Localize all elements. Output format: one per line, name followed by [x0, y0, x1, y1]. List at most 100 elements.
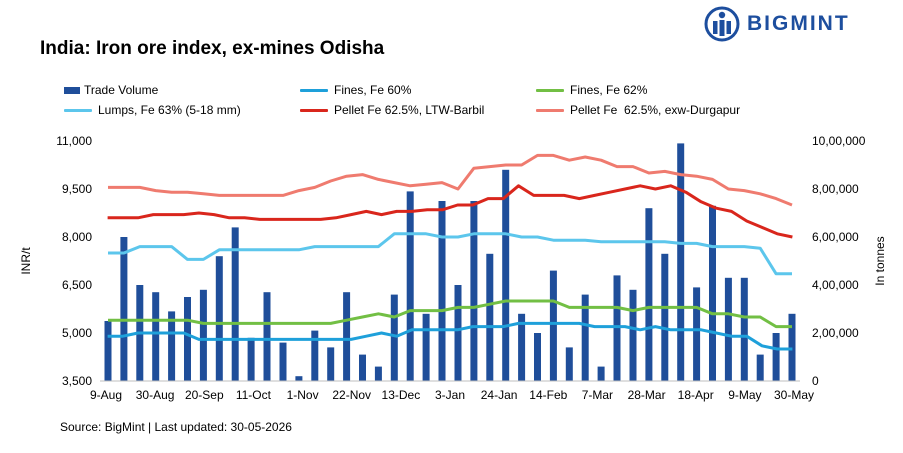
x-tick-label: 28-Mar: [628, 388, 666, 402]
trade-volume-bar: [359, 354, 366, 381]
x-tick-label: 24-Jan: [481, 388, 518, 402]
legend-item-fines-62: Fines, Fe 62%: [536, 83, 647, 97]
legend-item-pellet-durgapur: Pellet Fe 62.5%, exw-Durgapur: [536, 103, 740, 117]
trade-volume-bar: [613, 275, 621, 381]
trade-volume-bar: [199, 289, 207, 381]
series-line-4: [107, 184, 793, 239]
trade-volume-bar: [549, 270, 557, 381]
x-tick-label: 9-May: [728, 388, 761, 402]
legend-label: Trade Volume: [84, 83, 159, 97]
trade-volume-bar: [374, 366, 382, 381]
trade-volume-bar: [565, 347, 573, 381]
legend-item-lumps: Lumps, Fe 63% (5-18 mm): [64, 103, 241, 117]
x-tick-label: 14-Feb: [529, 388, 567, 402]
x-tick-label: 30-Aug: [136, 388, 175, 402]
x-tick-label: 20-Sep: [185, 388, 224, 402]
y-right-tick-label: 8,00,000: [812, 182, 859, 196]
y-right-tick-label: 2,00,000: [812, 326, 859, 340]
source-note: Source: BigMint | Last updated: 30-05-20…: [60, 420, 292, 434]
x-tick-label: 18-Apr: [678, 388, 714, 402]
y-right-axis-label: In tonnes: [873, 236, 887, 285]
trade-volume-bar: [120, 237, 128, 381]
x-tick-label: 9-Aug: [90, 388, 122, 402]
legend-swatch: [300, 108, 328, 112]
series-line-5: [108, 153, 793, 207]
x-tick-label: 30-May: [774, 388, 814, 402]
trade-volume-bar: [343, 292, 351, 381]
trade-volume-bar: [279, 342, 287, 381]
trade-volume-bar: [311, 330, 319, 381]
legend-swatch: [64, 108, 92, 112]
brand-name: BIGMINT: [747, 12, 850, 35]
trade-volume-bar: [327, 347, 335, 381]
legend-item-pellet-barbil: Pellet Fe 62.5%, LTW-Barbil: [300, 103, 484, 117]
trade-volume-bar: [263, 292, 271, 381]
legend-item-fines-60: Fines, Fe 60%: [300, 83, 411, 97]
x-tick-label: 13-Dec: [382, 388, 421, 402]
trade-volume-bar: [581, 294, 589, 381]
trade-volume-bar: [518, 313, 526, 381]
legend-label: Fines, Fe 60%: [334, 83, 412, 97]
x-tick-label: 1-Nov: [287, 388, 319, 402]
legend-item-trade-volume: Trade Volume: [64, 83, 158, 97]
series-line-1: [107, 321, 793, 351]
legend-label: Pellet Fe 62.5%, LTW-Barbil: [334, 103, 485, 117]
legend-swatch: [536, 88, 564, 92]
trade-volume-bar: [724, 277, 732, 381]
trade-volume-bar: [597, 366, 605, 381]
y-left-tick-label: 5,000: [62, 326, 92, 340]
trade-volume-bar: [740, 277, 748, 381]
trade-volume-bar: [693, 287, 701, 381]
trade-volume-bar: [184, 297, 191, 381]
y-right-tick-label: 4,00,000: [812, 278, 859, 292]
trade-volume-bar: [534, 333, 541, 381]
y-left-tick-label: 9,500: [62, 182, 92, 196]
trade-volume-bar: [168, 311, 176, 381]
trade-volume-bar: [645, 208, 653, 381]
y-left-tick-label: 3,500: [62, 374, 92, 388]
series-line-3: [108, 232, 792, 276]
chart-title: India: Iron ore index, ex-mines Odisha: [40, 38, 385, 59]
legend-swatch: [536, 108, 564, 112]
y-right-tick-label: 0: [812, 374, 819, 388]
trade-volume-bar: [406, 191, 414, 381]
y-left-tick-label: 6,500: [62, 278, 92, 292]
x-tick-label: 22-Nov: [332, 388, 371, 402]
trade-volume-bar: [677, 143, 685, 381]
trade-volume-bar: [661, 253, 669, 381]
x-tick-label: 11-Oct: [236, 388, 272, 402]
y-right-tick-label: 10,00,000: [812, 134, 866, 148]
legend-swatch: [64, 86, 80, 94]
trade-volume-bar: [390, 294, 398, 381]
series-line-2: [108, 299, 792, 329]
trade-volume-bar: [470, 201, 478, 381]
trade-volume-bar: [215, 256, 223, 381]
x-tick-label: 3-Jan: [435, 388, 465, 402]
trade-volume-bar: [231, 227, 239, 381]
x-tick-label: 7-Mar: [582, 388, 613, 402]
trade-volume-bar: [104, 321, 112, 381]
trade-volume-bar: [454, 285, 462, 381]
trade-volume-bar: [772, 333, 780, 381]
trade-volume-bar: [438, 201, 446, 381]
trade-volume-bar: [502, 169, 510, 381]
trade-volume-bar: [788, 313, 796, 381]
legend-label: Pellet Fe 62.5%, exw-Durgapur: [570, 103, 741, 117]
trade-volume-bar: [756, 354, 764, 381]
trade-volume-bar: [486, 253, 494, 381]
legend-swatch: [300, 88, 328, 92]
bigmint-logo-icon: [704, 6, 740, 42]
legend-label: Lumps, Fe 63% (5-18 mm): [98, 103, 241, 117]
legend-label: Fines, Fe 62%: [570, 83, 648, 97]
y-left-tick-label: 8,000: [62, 230, 92, 244]
trade-volume-bar: [152, 292, 160, 381]
trade-volume-bar: [709, 205, 716, 381]
y-left-axis-label: INR/t: [19, 247, 33, 275]
trade-volume-bar: [247, 337, 255, 381]
brand-logo: BIGMINT: [704, 6, 850, 42]
y-left-tick-label: 11,000: [56, 134, 92, 148]
trade-volume-bar: [422, 313, 430, 381]
y-right-tick-label: 6,00,000: [812, 230, 859, 244]
trade-volume-bar: [629, 289, 637, 381]
